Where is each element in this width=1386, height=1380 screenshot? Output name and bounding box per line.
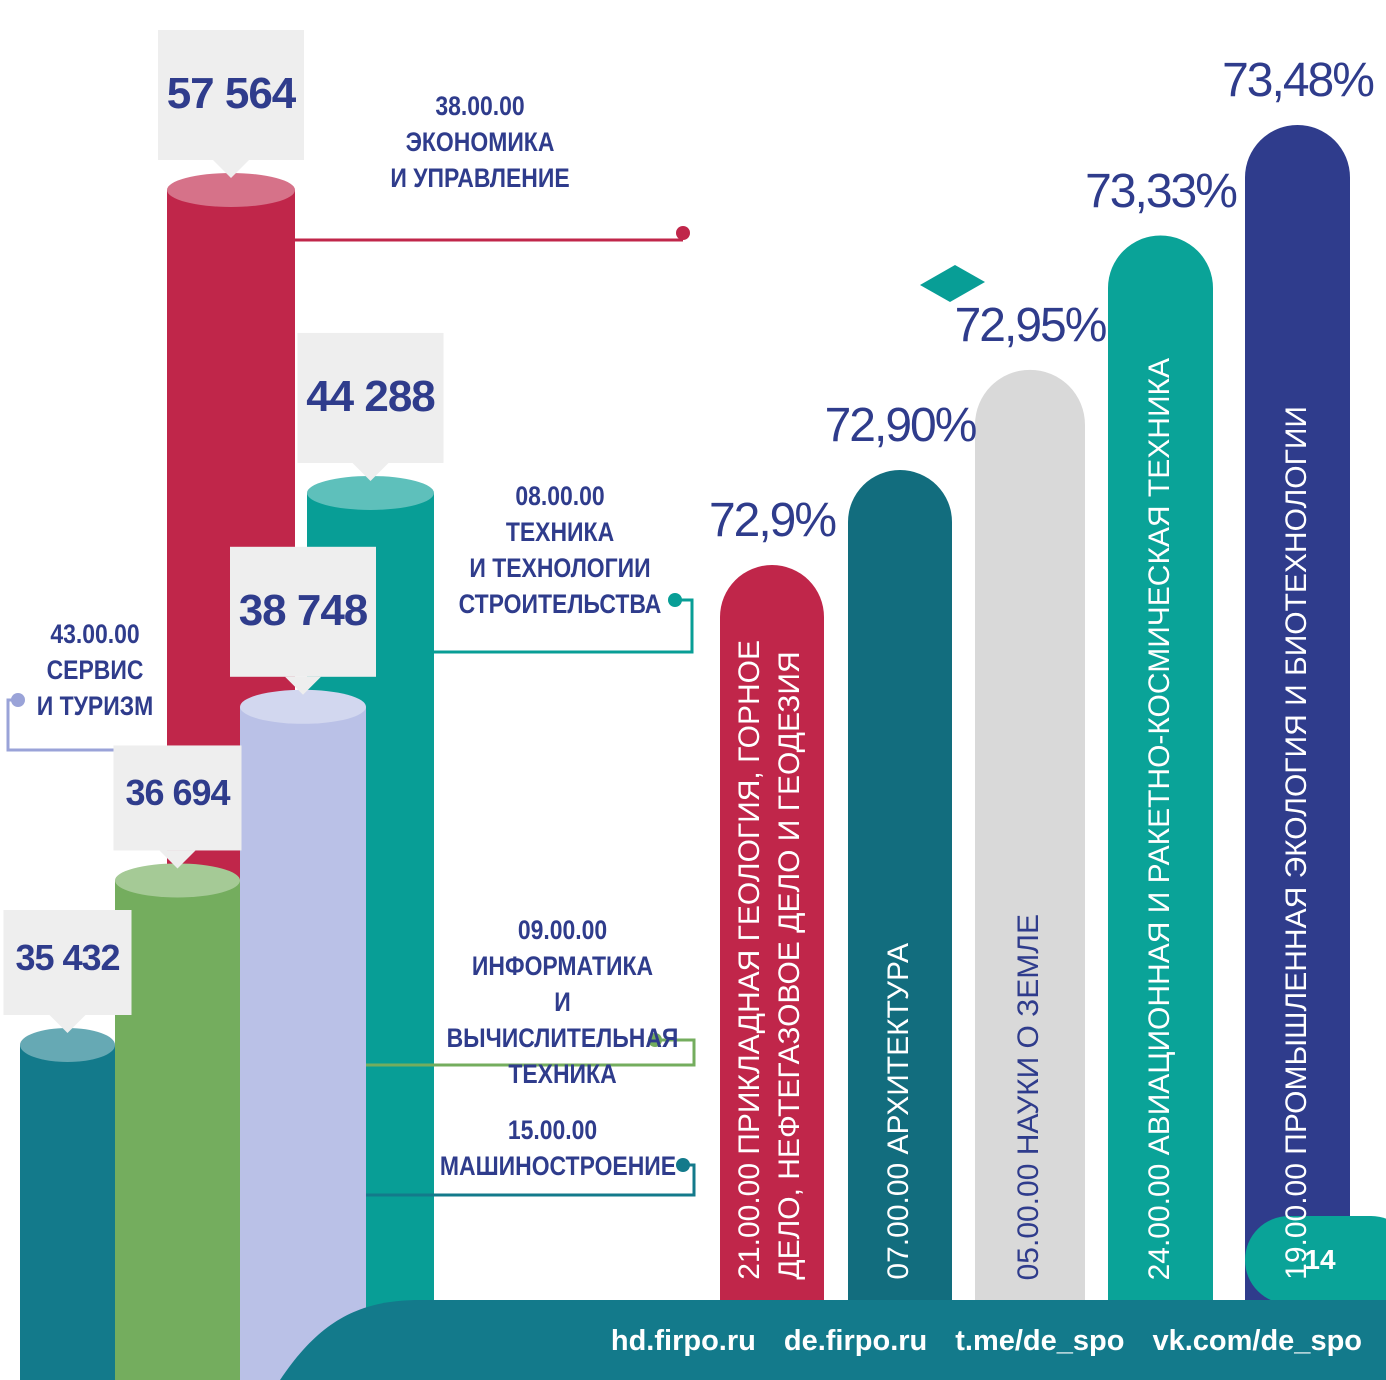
- cylinder-top: [20, 1028, 115, 1062]
- value-label: 36 694: [114, 772, 242, 814]
- percent-label: 72,95%: [920, 298, 1140, 353]
- category-label: 08.00.00 ТЕХНИКА И ТЕХНОЛОГИИ СТРОИТЕЛЬС…: [450, 478, 671, 622]
- value-label: 57 564: [158, 69, 304, 119]
- cap-icon: [920, 265, 985, 302]
- percent-label: 72,90%: [790, 398, 1010, 453]
- cylinder-top: [115, 863, 240, 897]
- category-label: 09.00.00 ИНФОРМАТИКА И ВЫЧИСЛИТЕЛЬНАЯ ТЕ…: [441, 912, 683, 1092]
- footer-links: hd.firpo.ru de.firpo.ru t.me/de_spo vk.com/…: [611, 1325, 1362, 1358]
- value-label: 44 288: [298, 372, 444, 422]
- category-label: 05.00.00 НАУКИ О ЗЕМЛЕ: [1009, 914, 1049, 1280]
- footer-link[interactable]: hd.firpo.ru: [611, 1325, 756, 1358]
- cylinder-top: [167, 173, 295, 207]
- value-label: 35 432: [4, 937, 132, 979]
- footer-link[interactable]: vk.com/de_spo: [1152, 1325, 1362, 1358]
- category-label: 38.00.00 ЭКОНОМИКА И УПРАВЛЕНИЕ: [378, 88, 582, 196]
- cylinder: [240, 707, 366, 1380]
- category-label: 19.00.00 ПРОМЫШЛЕННАЯ ЭКОЛОГИЯ И БИОТЕХН…: [1277, 406, 1317, 1280]
- category-label: 07.00.00 АРХИТЕКТУРА: [879, 943, 919, 1280]
- cylinder-top: [307, 476, 434, 510]
- cylinder: [20, 1045, 115, 1380]
- connector-dot: [676, 1158, 690, 1172]
- connector-dot: [676, 226, 690, 240]
- page: Infographic {"chart_data": [ {"type": "c…: [0, 0, 1386, 1380]
- category-label: 15.00.00 МАШИНОСТРОЕНИЕ: [440, 1112, 665, 1184]
- page-number: 14: [1245, 1218, 1386, 1302]
- cylinder-top: [240, 690, 366, 724]
- footer-link[interactable]: de.firpo.ru: [784, 1325, 927, 1358]
- body: 57 564 38.00.00 ЭКОНОМИКА И УПРАВЛЕНИЕ 44 …: [0, 0, 1386, 1380]
- category-label: 21.00.00 ПРИКЛАДНАЯ ГЕОЛОГИЯ, ГОРНОЕ ДЕЛ…: [730, 640, 810, 1280]
- footer-link[interactable]: t.me/de_spo: [955, 1325, 1124, 1358]
- percent-label: 73,48%: [1188, 53, 1386, 108]
- percent-label: 73,33%: [1051, 164, 1271, 219]
- value-label: 38 748: [230, 586, 376, 636]
- cylinder: [115, 880, 240, 1380]
- category-label: 43.00.00 СЕРВИС И ТУРИЗМ: [14, 616, 176, 724]
- percent-label: 72,9%: [662, 493, 882, 548]
- category-label: 24.00.00 АВИАЦИОННАЯ И РАКЕТНО-КОСМИЧЕСК…: [1140, 358, 1180, 1280]
